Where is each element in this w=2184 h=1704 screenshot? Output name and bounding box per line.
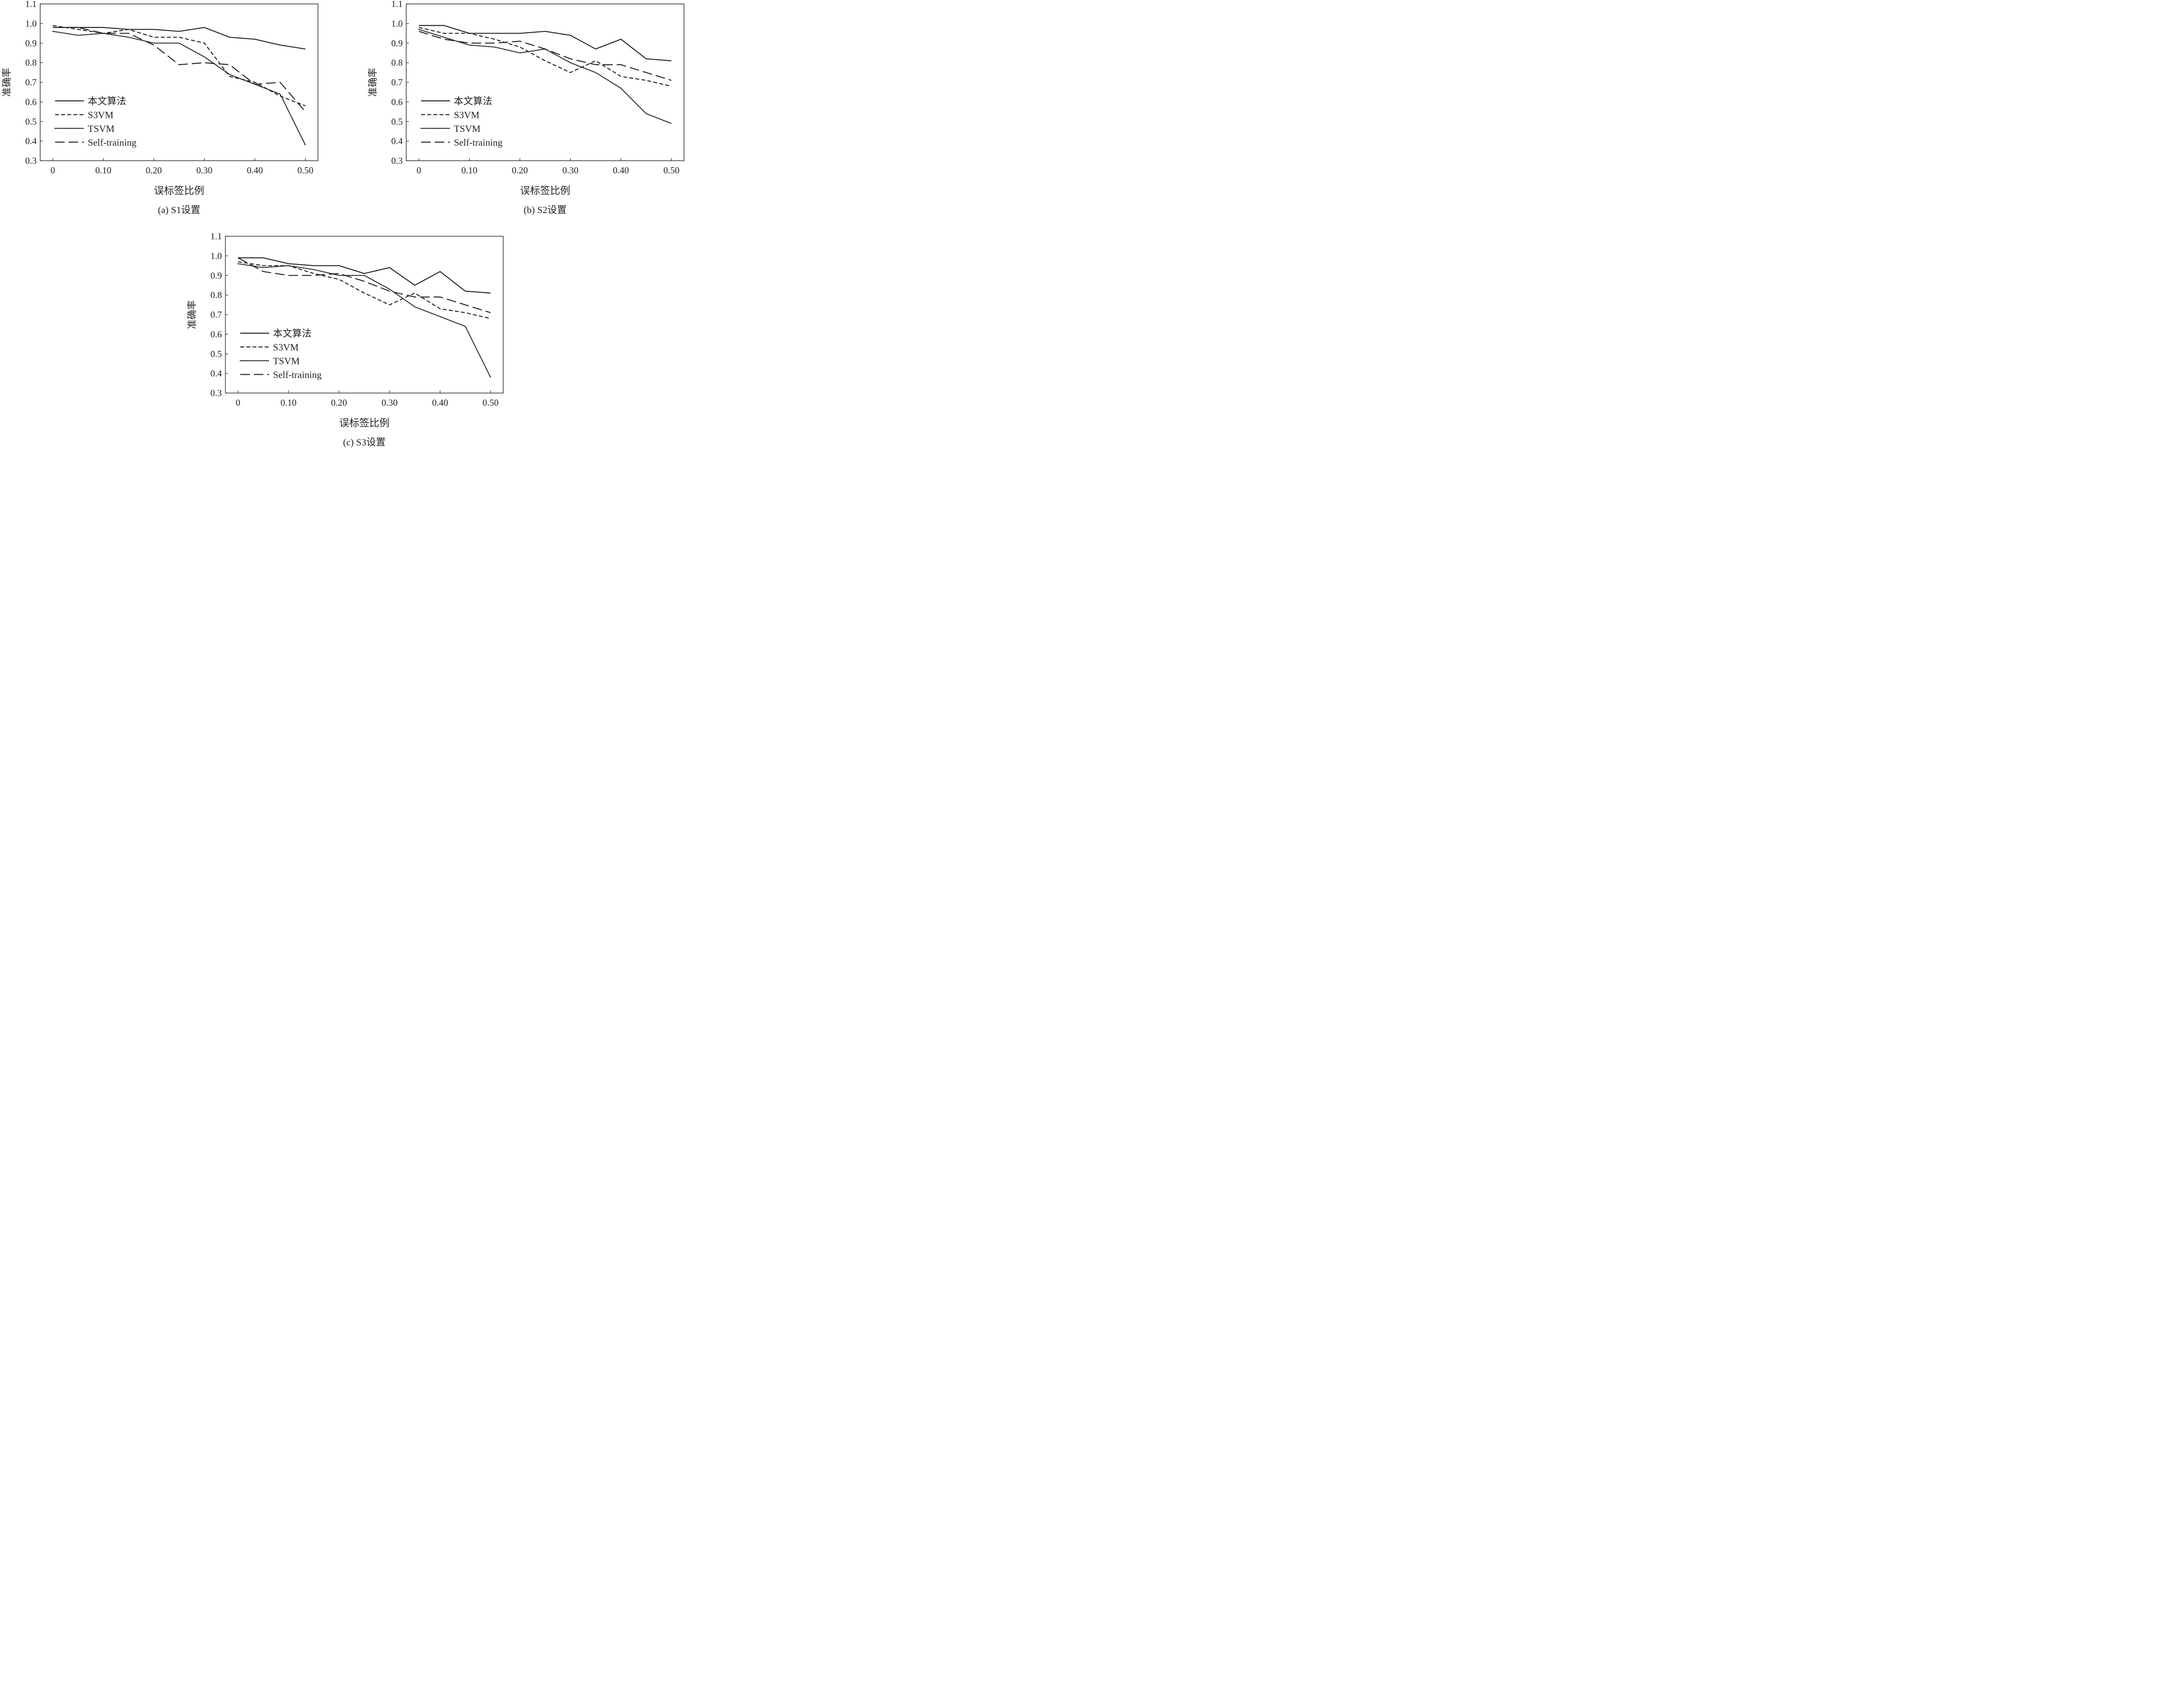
y-tick-label: 0.9: [391, 38, 403, 48]
x-tick-label: 0.30: [562, 165, 578, 176]
legend-label-3: Self-training: [88, 137, 136, 148]
x-tick-label: 0.40: [247, 165, 263, 176]
x-tick-label: 0.50: [663, 165, 680, 176]
x-tick-label: 0.40: [432, 397, 448, 408]
x-tick-label: 0.10: [461, 165, 477, 176]
x-tick-label: 0.30: [196, 165, 212, 176]
legend-label-1: S3VM: [273, 342, 299, 353]
series-line-2: [237, 263, 491, 378]
x-axis-label: 误标签比例: [339, 417, 390, 428]
x-tick-label: 0.50: [483, 397, 499, 408]
y-tick-label: 0.7: [391, 77, 403, 88]
y-tick-label: 0.5: [211, 348, 222, 359]
x-tick-label: 0.40: [613, 165, 629, 176]
series-line-0: [52, 27, 306, 50]
series-line-2: [52, 31, 306, 146]
x-tick-label: 0.10: [280, 397, 297, 408]
x-tick-label: 0: [236, 397, 241, 408]
panel-caption: (c) S3设置: [343, 437, 385, 448]
legend-label-2: TSVM: [454, 123, 480, 134]
y-tick-label: 0.3: [391, 155, 403, 166]
y-tick-label: 0.6: [25, 97, 37, 107]
y-tick-label: 1.1: [391, 0, 403, 9]
legend-label-1: S3VM: [454, 110, 480, 121]
legend-label-0: 本文算法: [454, 96, 492, 107]
x-tick-label: 0.20: [512, 165, 528, 176]
y-tick-label: 1.0: [25, 18, 37, 29]
legend-label-1: S3VM: [88, 110, 114, 121]
y-tick-label: 0.3: [25, 155, 37, 166]
panel-caption: (a) S1设置: [158, 204, 200, 215]
y-tick-label: 0.4: [391, 136, 403, 146]
series-line-3: [52, 27, 306, 112]
legend-label-0: 本文算法: [88, 96, 126, 107]
series-line-0: [418, 25, 672, 62]
series-line-3: [238, 257, 491, 314]
chart-panel-a: 0.3 0.4 0.5 0.6 0.7 0.8 0.9 1.0 1.1 0 0.10 0.20 0.30…: [1, 0, 318, 215]
series-line-1: [52, 25, 306, 107]
y-tick-label: 0.7: [211, 310, 222, 320]
y-tick-label: 0.8: [391, 58, 403, 68]
y-tick-label: 0.8: [211, 290, 222, 300]
y-tick-label: 0.9: [25, 38, 37, 48]
y-tick-label: 0.5: [391, 116, 403, 127]
series-line-0: [238, 257, 491, 294]
x-tick-label: 0: [51, 165, 55, 176]
y-axis-label: 准确率: [367, 68, 378, 97]
y-tick-label: 0.4: [25, 136, 37, 146]
x-axis-label: 误标签比例: [154, 185, 204, 196]
plot-frame: [406, 3, 684, 161]
y-tick-label: 0.4: [211, 368, 222, 379]
y-tick-label: 0.8: [25, 58, 37, 68]
series-line-2: [418, 29, 672, 124]
y-tick-label: 0.7: [25, 77, 37, 88]
x-tick-label: 0.20: [331, 397, 347, 408]
series-line-1: [238, 261, 491, 319]
y-tick-label: 1.0: [211, 251, 222, 261]
chart-panel-c: 0.3 0.4 0.5 0.6 0.7 0.8 0.9 1.0 1.1 0 0.10 0.20 0.30…: [187, 231, 504, 448]
x-tick-label: 0.30: [381, 397, 397, 408]
y-tick-label: 0.6: [211, 329, 222, 339]
series-line-1: [418, 27, 672, 87]
legend-label-3: Self-training: [273, 369, 321, 380]
plot-frame: [225, 236, 504, 393]
x-tick-label: 0.10: [95, 165, 111, 176]
x-axis-label: 误标签比例: [520, 185, 570, 196]
series-line-3: [418, 31, 672, 81]
y-tick-label: 1.1: [25, 0, 37, 9]
chart-panel-b: 0.3 0.4 0.5 0.6 0.7 0.8 0.9 1.0 1.1 0 0.10 0.20 0.30…: [367, 0, 684, 215]
y-tick-label: 0.5: [25, 116, 37, 127]
x-tick-label: 0: [417, 165, 422, 176]
x-tick-label: 0.50: [297, 165, 314, 176]
y-tick-label: 1.1: [211, 231, 222, 241]
y-tick-label: 1.0: [391, 18, 403, 29]
legend-label-2: TSVM: [273, 355, 300, 366]
y-axis-label: 准确率: [1, 68, 12, 97]
y-tick-label: 0.3: [211, 388, 222, 398]
legend-label-0: 本文算法: [273, 328, 311, 339]
y-tick-label: 0.9: [211, 270, 222, 281]
y-tick-label: 0.6: [391, 97, 403, 107]
legend-label-2: TSVM: [88, 123, 114, 134]
legend-label-3: Self-training: [454, 137, 502, 148]
y-axis-label: 准确率: [187, 300, 197, 329]
x-tick-label: 0.20: [146, 165, 162, 176]
panel-caption: (b) S2设置: [524, 204, 567, 215]
